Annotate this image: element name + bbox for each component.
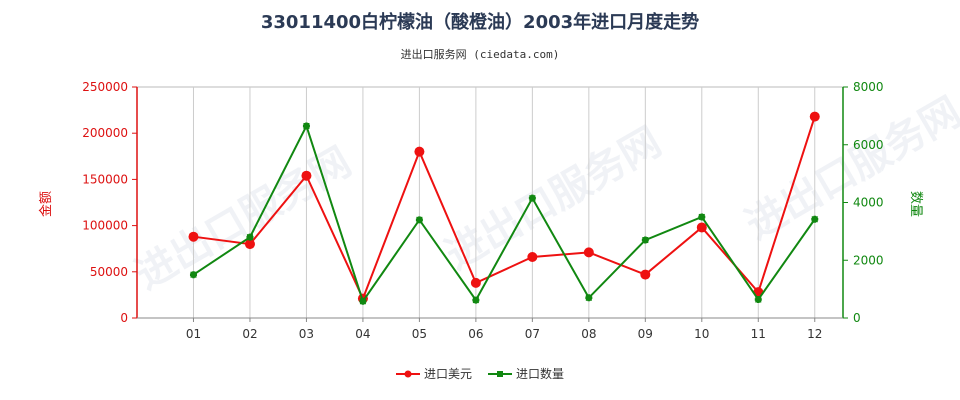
- data-point-quantity-marker: [472, 297, 479, 304]
- right-axis-tick-label: 0: [853, 311, 861, 325]
- legend-label: 进口美元: [424, 367, 472, 381]
- data-point-quantity-marker: [190, 271, 197, 278]
- x-axis-tick-label: 09: [638, 327, 653, 341]
- chart-title: 33011400白柠檬油（酸橙油）2003年进口月度走势: [260, 12, 700, 33]
- x-axis-tick-label: 03: [299, 327, 314, 341]
- data-point-quantity-marker: [698, 213, 705, 220]
- data-point-usd: [583, 247, 594, 258]
- right-axis-tick-label: 6000: [853, 138, 884, 152]
- legend: 进口美元 进口数量: [396, 366, 564, 381]
- left-axis-tick-label: 0: [120, 311, 128, 325]
- right-axis-tick-label: 2000: [853, 253, 884, 267]
- data-point-quantity-marker: [585, 294, 592, 301]
- series-line-1: [193, 116, 816, 302]
- data-point-quantity-marker: [811, 216, 818, 223]
- left-axis-tick-label: 50000: [90, 265, 128, 279]
- right-axis-tick-label: 8000: [853, 80, 884, 94]
- x-axis-tick-label: 07: [525, 327, 540, 341]
- left-axis-tick-label: 150000: [82, 172, 128, 186]
- x-axis-tick-label: 04: [355, 327, 370, 341]
- legend-swatch-marker: [404, 370, 412, 378]
- series: [188, 111, 820, 305]
- data-point-quantity-marker: [359, 298, 366, 305]
- data-point-usd: [188, 231, 199, 242]
- x-axis-tick-label: 05: [412, 327, 427, 341]
- data-point-usd: [527, 252, 538, 263]
- right-axis-label: 数量: [908, 191, 923, 217]
- data-point-usd: [301, 170, 312, 181]
- legend-swatch-marker: [497, 371, 503, 377]
- data-point-quantity-marker: [416, 216, 423, 223]
- x-axis-tick-label: 11: [751, 327, 766, 341]
- data-point-quantity-marker: [529, 195, 536, 202]
- series-line-2: [192, 123, 816, 304]
- watermark-text: 进出口服务网: [738, 89, 960, 249]
- data-point-quantity-marker: [246, 234, 253, 241]
- left-axis-tick-label: 250000: [82, 80, 128, 94]
- right-axis-tick-label: 4000: [853, 196, 884, 210]
- left-axis-label: 金额: [38, 191, 54, 217]
- data-point-usd: [414, 146, 425, 157]
- data-point-quantity-marker: [642, 237, 649, 244]
- watermark: 进出口服务网 进出口服务网 进出口服务网: [128, 89, 960, 299]
- left-axis-tick-label: 200000: [82, 126, 128, 140]
- data-point-usd: [696, 222, 707, 233]
- x-axis-tick-label: 12: [807, 327, 822, 341]
- data-point-usd: [470, 277, 481, 288]
- x-axis-tick-label: 06: [468, 327, 483, 341]
- legend-label: 进口数量: [516, 366, 564, 381]
- watermark-text: 进出口服务网: [128, 139, 359, 299]
- data-point-quantity-marker: [755, 296, 762, 303]
- axes: 0 50000 100000 150000 200000 250000 金额 0 2000 400…: [38, 80, 923, 341]
- data-point-usd: [809, 111, 820, 122]
- x-axis-tick-label: 10: [694, 327, 709, 341]
- x-axis-tick-label: 08: [581, 327, 596, 341]
- left-axis-tick-label: 100000: [82, 219, 128, 233]
- data-point-quantity-marker: [303, 122, 310, 129]
- x-axis-tick-label: 02: [242, 327, 257, 341]
- data-point-usd: [244, 239, 255, 250]
- x-axis-tick-label: 01: [186, 327, 201, 341]
- data-point-usd: [640, 269, 651, 280]
- chart-subtitle: 进出口服务网 (ciedata.com): [400, 48, 560, 61]
